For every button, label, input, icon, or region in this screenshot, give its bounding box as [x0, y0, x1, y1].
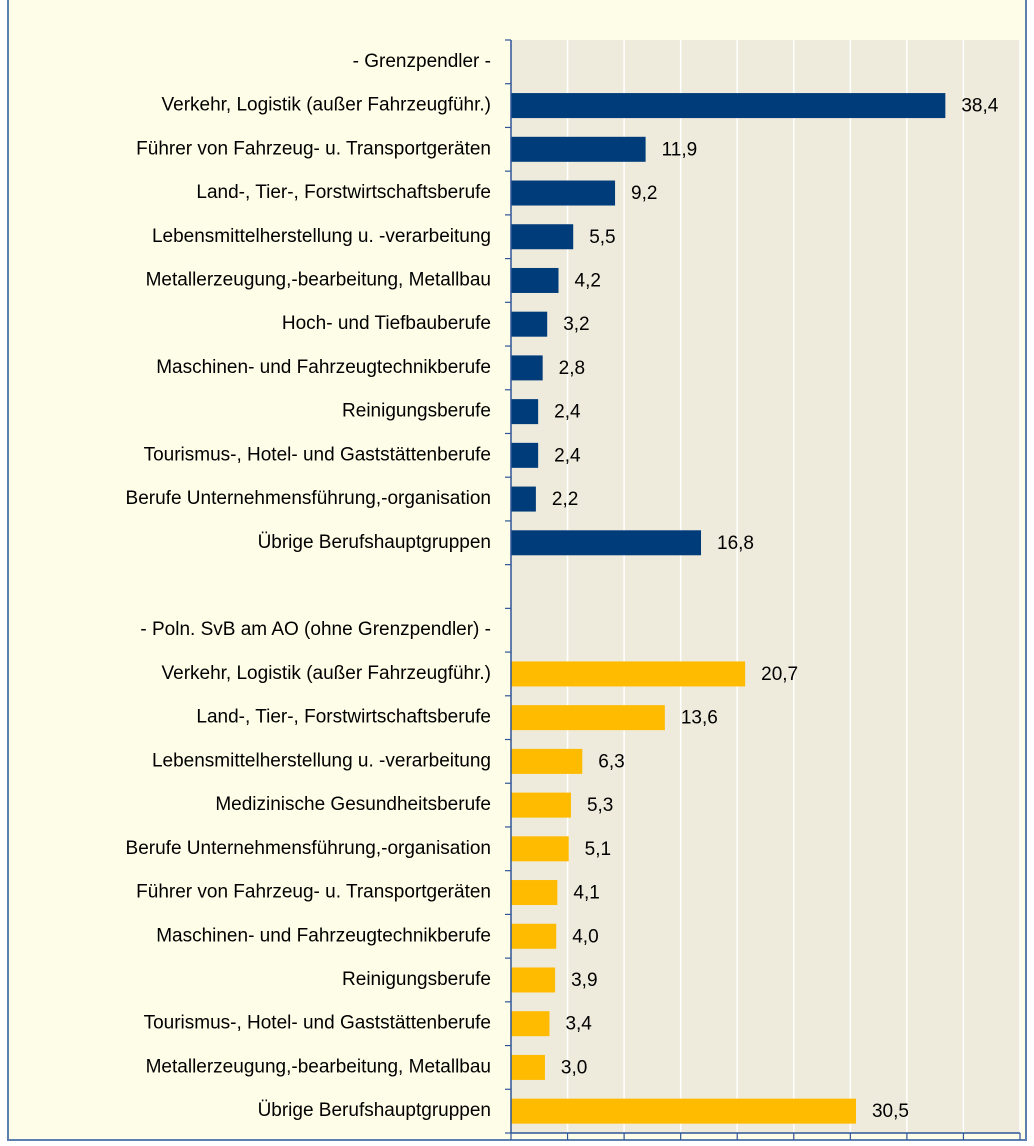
plot-area [511, 40, 1020, 1133]
y-tick-label: Führer von Fahrzeug- u. Transportgeräten [136, 882, 491, 903]
bar [511, 93, 946, 119]
y-tick-label: Reinigungsberufe [342, 401, 491, 422]
y-tick-label: Hoch- und Tiefbauberufe [282, 313, 491, 334]
y-tick-label: Maschinen- und Fahrzeugtechnikberufe [156, 925, 491, 946]
bar [511, 355, 543, 381]
value-label: 2,4 [554, 402, 581, 423]
value-label: 3,2 [563, 314, 589, 335]
y-tick-label: Lebensmittelherstellung u. -verarbeitung [152, 226, 491, 247]
value-label: 6,3 [598, 751, 624, 772]
bar [511, 486, 536, 512]
value-label: 2,4 [554, 445, 581, 466]
value-label: 3,4 [565, 1014, 592, 1035]
bar [511, 705, 665, 731]
y-tick-label: Verkehr, Logistik (außer Fahrzeugführ.) [162, 663, 492, 684]
y-tick-label: Metallerzeugung,-bearbeitung, Metallbau [146, 269, 491, 290]
y-tick-label: Reinigungsberufe [342, 969, 491, 990]
bar [511, 311, 548, 337]
value-label: 4,2 [575, 270, 601, 291]
bar [511, 399, 539, 425]
y-tick-label: Übrige Berufshauptgruppen [258, 1100, 491, 1121]
bar [511, 442, 539, 468]
bar [511, 180, 616, 206]
value-label: 16,8 [717, 533, 754, 554]
value-label: 3,0 [561, 1057, 587, 1078]
value-label: 9,2 [631, 183, 657, 204]
y-tick-label: Land-, Tier-, Forstwirtschaftsberufe [196, 182, 491, 203]
bar [511, 880, 558, 906]
y-tick-label: Berufe Unternehmensführung,-organisation [126, 488, 491, 509]
bar [511, 1011, 550, 1037]
y-tick-label: Medizinische Gesundheitsberufe [215, 794, 491, 815]
y-tick-label: Tourismus-, Hotel- und Gaststättenberufe [144, 1013, 491, 1034]
value-label: 13,6 [681, 708, 718, 729]
bar [511, 267, 559, 293]
value-label: 2,8 [559, 358, 585, 379]
value-label: 4,0 [572, 926, 598, 947]
bar [511, 1098, 856, 1124]
bar [511, 836, 569, 862]
y-tick-label: Verkehr, Logistik (außer Fahrzeugführ.) [162, 95, 492, 116]
y-tick-label: Metallerzeugung,-bearbeitung, Metallbau [146, 1056, 491, 1077]
value-label: 5,1 [585, 839, 611, 860]
y-tick-label: Land-, Tier-, Forstwirtschaftsberufe [196, 707, 491, 728]
value-label: 4,1 [573, 883, 599, 904]
value-label: 3,9 [571, 970, 597, 991]
y-tick-label: Maschinen- und Fahrzeugtechnikberufe [156, 357, 491, 378]
bar [511, 792, 571, 818]
bar [511, 1054, 545, 1080]
bar [511, 967, 556, 993]
value-label: 38,4 [961, 96, 998, 117]
y-tick-label: - Grenzpendler - [353, 51, 491, 72]
value-label: 30,5 [872, 1101, 909, 1122]
y-tick-label: Übrige Berufshauptgruppen [258, 532, 491, 553]
y-tick-label: Führer von Fahrzeug- u. Transportgeräten [136, 138, 491, 159]
value-label: 2,2 [552, 489, 578, 510]
bar [511, 661, 746, 687]
y-tick-label: Berufe Unternehmensführung,-organisation [126, 838, 491, 859]
value-label: 20,7 [761, 664, 798, 685]
bar [511, 530, 702, 556]
y-tick-label: Tourismus-, Hotel- und Gaststättenberufe [144, 444, 491, 465]
bar [511, 923, 557, 949]
bar [511, 224, 574, 250]
value-label: 5,5 [589, 227, 615, 248]
value-label: 11,9 [662, 139, 698, 160]
bar [511, 136, 646, 162]
bar [511, 748, 583, 774]
y-tick-label: Lebensmittelherstellung u. -verarbeitung [152, 750, 491, 771]
value-label: 5,3 [587, 795, 613, 816]
y-tick-label: - Poln. SvB am AO (ohne Grenzpendler) - [140, 619, 491, 640]
